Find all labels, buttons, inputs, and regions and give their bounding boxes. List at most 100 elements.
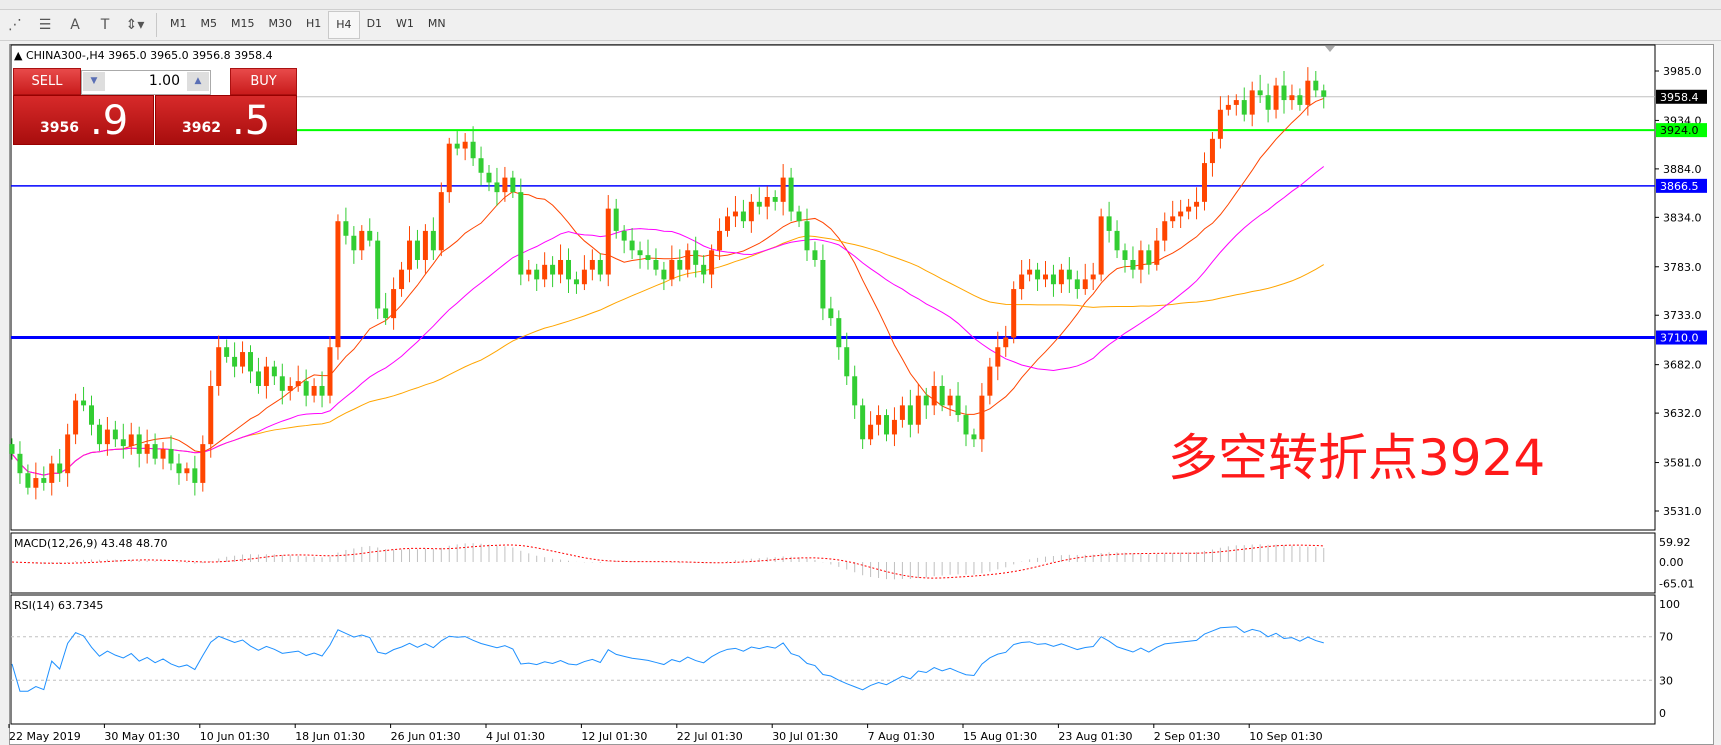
timeframe-m30[interactable]: M30 bbox=[268, 17, 293, 30]
level-tag bbox=[1656, 123, 1707, 138]
moving-average-line bbox=[11, 166, 1325, 476]
buy-price-main: 3962 bbox=[182, 120, 221, 136]
candle-body bbox=[963, 415, 969, 435]
candle-body bbox=[661, 269, 667, 280]
candle-body bbox=[224, 347, 230, 357]
level-tag bbox=[1656, 330, 1707, 345]
date-tick-label: 22 Jul 01:30 bbox=[677, 730, 743, 743]
candle-body bbox=[216, 347, 222, 386]
candle-body bbox=[438, 192, 444, 251]
date-tick-label: 4 Jul 01:30 bbox=[486, 730, 545, 743]
candle-body bbox=[1297, 95, 1303, 105]
buy-button[interactable]: BUY bbox=[230, 68, 297, 95]
candle-body bbox=[764, 196, 770, 207]
sell-price-pips: .9 bbox=[90, 98, 129, 144]
timeframe-h4[interactable]: H4 bbox=[328, 11, 360, 39]
level-label: 3924.0 bbox=[1660, 124, 1699, 137]
candle-body bbox=[518, 192, 524, 275]
one-click-trading-panel: SELL ▼ 1.00 ▲ BUY 3956 .9 3962 .5 bbox=[13, 68, 297, 145]
sell-price-main: 3956 bbox=[40, 120, 79, 136]
symbol-ohlc: CHINA300-,H4 3965.0 3965.0 3956.8 3958.4 bbox=[25, 49, 273, 62]
fibo-icon[interactable]: ☰ bbox=[38, 17, 52, 33]
candle-body bbox=[454, 143, 460, 149]
chart-window[interactable] bbox=[9, 44, 1714, 745]
candle-body bbox=[971, 434, 977, 440]
candle-body bbox=[192, 468, 198, 483]
candle-body bbox=[407, 240, 412, 270]
candle-body bbox=[947, 395, 953, 406]
label-icon[interactable]: T bbox=[100, 17, 110, 33]
main-panel-border bbox=[10, 44, 1656, 531]
collapse-icon[interactable]: ▲ bbox=[14, 49, 23, 62]
candle-body bbox=[613, 208, 619, 231]
buy-price-button[interactable]: 3962 .5 bbox=[155, 95, 297, 145]
level-label: 3958.4 bbox=[1660, 91, 1699, 104]
date-tick-label: 30 May 01:30 bbox=[104, 730, 179, 743]
candle-body bbox=[136, 434, 142, 454]
candle-body bbox=[1154, 240, 1160, 265]
candle-body bbox=[486, 172, 492, 183]
date-tick-label: 30 Jul 01:30 bbox=[772, 730, 838, 743]
volume-down-button[interactable]: ▼ bbox=[83, 72, 105, 91]
candle-body bbox=[923, 395, 929, 406]
price-tick-label: 3733.0 bbox=[1663, 309, 1702, 322]
candle-body bbox=[1313, 80, 1319, 91]
candle-body bbox=[271, 366, 277, 377]
chart-header: ▲ CHINA300-,H4 3965.0 3965.0 3956.8 3958… bbox=[14, 49, 273, 62]
sell-price-button[interactable]: 3956 .9 bbox=[13, 95, 154, 145]
candle-body bbox=[1194, 201, 1200, 207]
rsi-tick-label: 70 bbox=[1659, 631, 1673, 644]
volume-input[interactable]: ▼ 1.00 ▲ bbox=[81, 70, 211, 95]
candle-body bbox=[709, 250, 715, 275]
candle-body bbox=[263, 366, 269, 386]
candle-body bbox=[534, 269, 540, 280]
candle-body bbox=[645, 255, 651, 260]
candle-body bbox=[979, 395, 985, 440]
candle-body bbox=[462, 141, 468, 149]
timeframe-h1[interactable]: H1 bbox=[306, 17, 322, 30]
candle-body bbox=[820, 259, 826, 309]
candle-body bbox=[57, 463, 63, 474]
candle-body bbox=[287, 385, 293, 391]
candle-body bbox=[955, 395, 961, 416]
candle-body bbox=[995, 347, 1001, 367]
chart-annotation: 多空转折点3924 bbox=[1168, 429, 1546, 487]
date-tick-label: 2 Sep 01:30 bbox=[1154, 730, 1220, 743]
candle-body bbox=[430, 230, 436, 251]
text-icon[interactable]: A bbox=[70, 17, 80, 33]
candle-body bbox=[1098, 216, 1104, 275]
timeframe-m15[interactable]: M15 bbox=[231, 17, 255, 30]
rsi-line bbox=[11, 626, 1324, 692]
candle-body bbox=[104, 429, 110, 445]
candle-body bbox=[17, 453, 23, 474]
moving-average-line bbox=[11, 97, 1324, 476]
date-tick-label: 7 Aug 01:30 bbox=[868, 730, 935, 743]
candle-body bbox=[1225, 104, 1231, 110]
chart-shift-icon bbox=[1325, 46, 1335, 52]
timeframe-w1[interactable]: W1 bbox=[396, 17, 414, 30]
price-tick-label: 3783.0 bbox=[1663, 261, 1702, 274]
elliott-icon[interactable]: ⋰ bbox=[8, 17, 22, 33]
volume-up-button[interactable]: ▲ bbox=[187, 72, 209, 91]
timeframe-mn[interactable]: MN bbox=[427, 17, 446, 30]
candle-body bbox=[399, 269, 405, 290]
price-tick-label: 3884.0 bbox=[1663, 163, 1702, 176]
candle-body bbox=[573, 279, 579, 285]
sell-button[interactable]: SELL bbox=[13, 68, 81, 95]
candle-body bbox=[470, 141, 476, 159]
timeframe-m5[interactable]: M5 bbox=[200, 17, 218, 30]
candle-body bbox=[1043, 274, 1048, 280]
candle-body bbox=[1106, 216, 1112, 231]
arrows-icon[interactable]: ⇕▾ bbox=[125, 17, 145, 33]
candle-body bbox=[1321, 90, 1327, 97]
rsi-panel-border bbox=[10, 594, 1656, 725]
candle-body bbox=[907, 405, 913, 425]
candle-body bbox=[120, 439, 126, 447]
candle-body bbox=[184, 468, 190, 474]
main-toolbar bbox=[0, 0, 1721, 10]
candle-body bbox=[1178, 211, 1184, 217]
timeframe-d1[interactable]: D1 bbox=[366, 17, 383, 30]
candle-body bbox=[717, 230, 723, 251]
timeframe-m1[interactable]: M1 bbox=[170, 17, 187, 30]
